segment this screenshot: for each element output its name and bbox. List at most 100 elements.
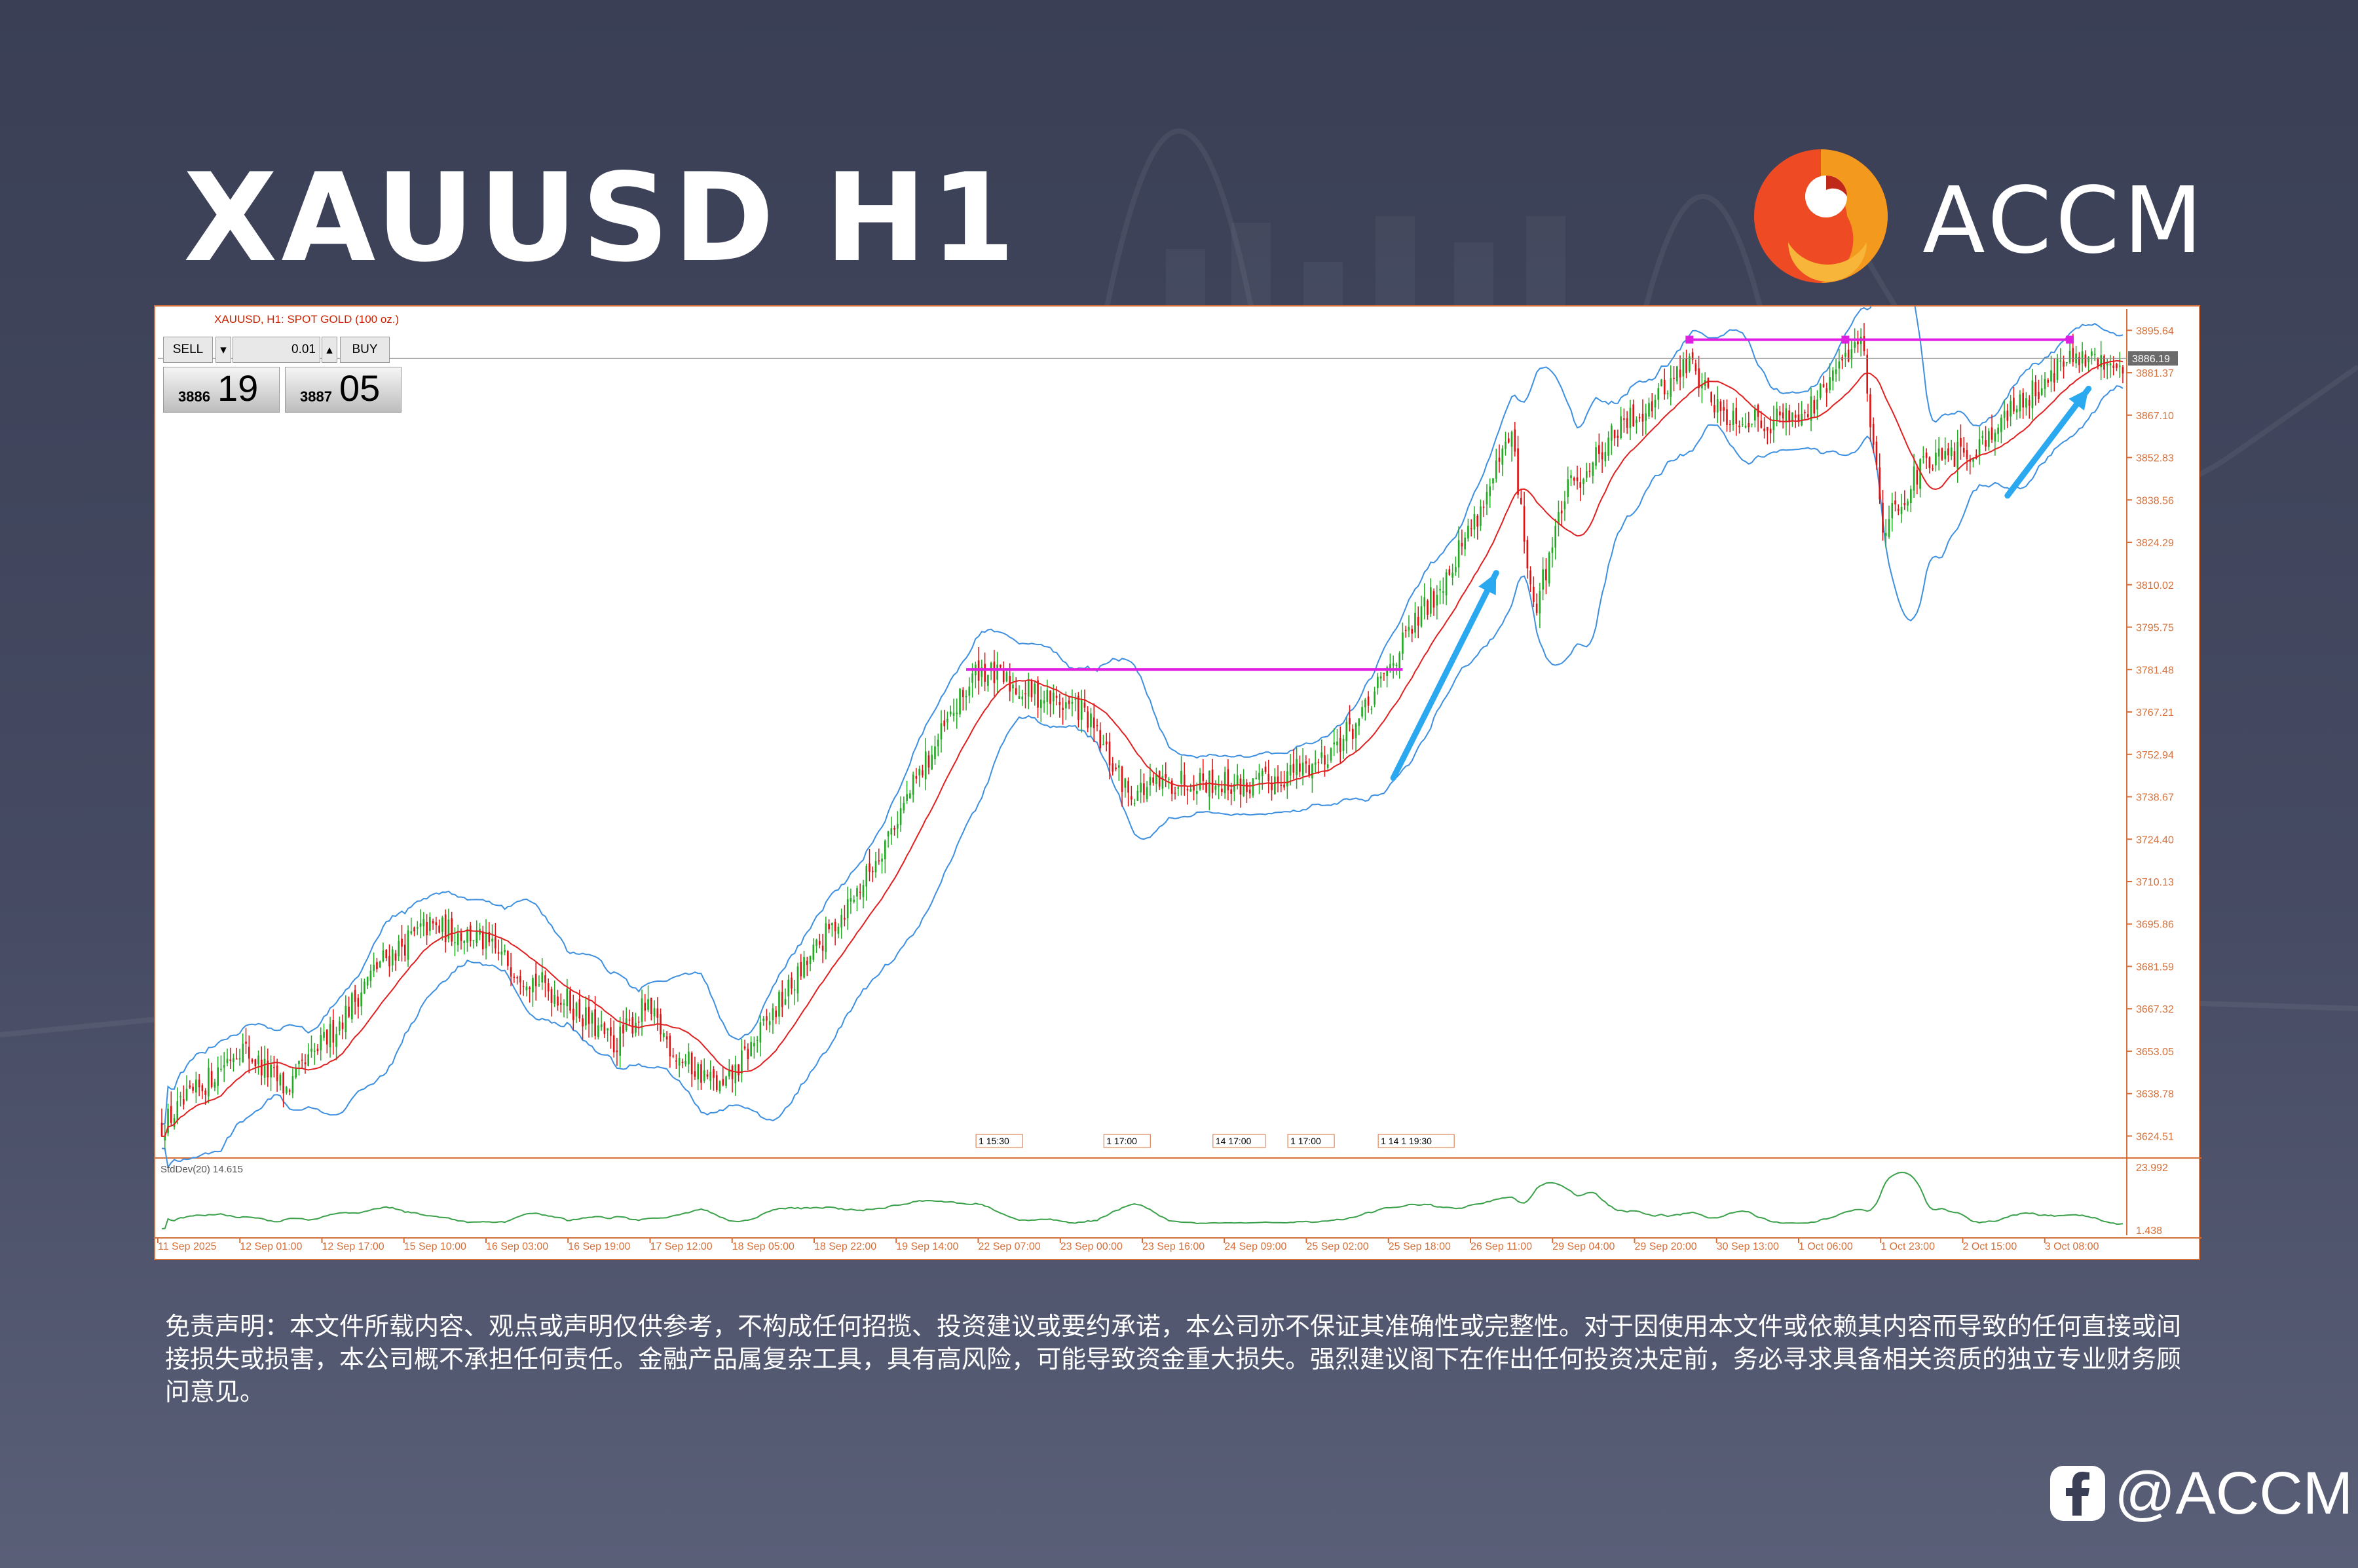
candle-body <box>1005 672 1008 682</box>
candle-body <box>1486 492 1488 505</box>
resistance-anchor <box>1685 335 1694 344</box>
candle-body <box>1514 429 1516 452</box>
candle-body <box>787 979 790 997</box>
candle-body <box>993 662 996 684</box>
x-tick-label: 1 Oct 06:00 <box>1799 1241 1853 1252</box>
candle-body <box>2091 351 2093 356</box>
candle-body <box>1623 418 1625 420</box>
candle-body <box>1844 352 1846 357</box>
candle-body <box>772 1008 774 1020</box>
accm-logo-icon <box>1754 149 1888 283</box>
candle-body <box>261 1060 263 1075</box>
candle-body <box>1398 653 1401 669</box>
candle-body <box>1131 796 1132 800</box>
candle-body <box>1829 377 1831 390</box>
candle-body <box>1673 377 1675 379</box>
candle-body <box>1797 414 1800 422</box>
candle-body <box>1174 793 1176 794</box>
candle-body <box>1311 764 1313 779</box>
candle-body <box>644 1003 646 1011</box>
candle-body <box>1429 587 1432 614</box>
candle-body <box>1794 415 1797 418</box>
candle-body <box>2019 394 2021 412</box>
lot-up-icon[interactable]: ▴ <box>322 337 337 363</box>
candle-body <box>1972 458 1974 462</box>
candle-body <box>1439 589 1441 591</box>
candle-body <box>1501 448 1504 465</box>
candle-body <box>1601 452 1603 460</box>
candle-body <box>738 1064 739 1075</box>
candle-body <box>709 1072 712 1081</box>
candle-body <box>1819 384 1822 398</box>
candle-body <box>457 933 459 946</box>
candle-body <box>360 992 362 1007</box>
candle-body <box>1638 417 1641 419</box>
candle-body <box>1404 629 1407 631</box>
candle-body <box>566 988 569 1007</box>
candle-body <box>1358 718 1360 726</box>
candle-body <box>934 746 936 760</box>
buy-price-button[interactable]: 3887 05 <box>285 367 402 413</box>
event-marker-box <box>1377 1134 1455 1148</box>
candle-body <box>2056 358 2059 381</box>
candle-body <box>1666 393 1669 394</box>
candle-body <box>1548 552 1550 584</box>
candle-body <box>669 1036 671 1056</box>
candle-body <box>2087 357 2089 362</box>
candle-body <box>2112 365 2115 368</box>
candle-body <box>192 1087 194 1091</box>
candle-body <box>1080 700 1083 720</box>
candle-body <box>557 996 559 1006</box>
x-tick-label: 23 Sep 16:00 <box>1142 1241 1205 1252</box>
y-tick-label: 3752.94 <box>2136 750 2174 761</box>
candle-body <box>619 1026 622 1056</box>
candle-body <box>1392 663 1394 666</box>
candle-body <box>267 1060 269 1078</box>
candle-body <box>189 1085 191 1088</box>
candle-body <box>1436 595 1438 606</box>
candle-body <box>572 1008 574 1020</box>
candle-body <box>251 1059 253 1062</box>
candle-body <box>407 930 409 960</box>
candle-body <box>1370 709 1373 710</box>
candle-body <box>1854 342 1856 348</box>
candle-body <box>569 990 571 1011</box>
social-handle[interactable]: @ACCM <box>2050 1460 2353 1527</box>
candle-body <box>984 663 986 682</box>
candle-body <box>2084 354 2087 367</box>
indicator-max-label: 23.992 <box>2136 1163 2168 1174</box>
candle-body <box>990 662 992 671</box>
candle-body <box>447 919 450 939</box>
candle-body <box>1944 451 1946 459</box>
candle-body <box>2072 348 2074 362</box>
candle-body <box>1420 606 1423 627</box>
candle-body <box>1283 784 1285 788</box>
candle-body <box>1698 368 1700 388</box>
sell-price-button[interactable]: 3886 19 <box>163 367 280 413</box>
candle-body <box>1776 408 1778 421</box>
candle-body <box>1841 357 1843 361</box>
x-tick-label: 1 Oct 23:00 <box>1881 1241 1935 1252</box>
bollinger-lower-band <box>161 385 2124 1169</box>
candle-body <box>1723 407 1725 411</box>
candle-body <box>1551 547 1554 553</box>
sell-button[interactable]: SELL <box>163 337 213 363</box>
candle-body <box>529 987 531 990</box>
candle-body <box>1726 409 1728 425</box>
candle-body <box>1230 789 1232 794</box>
candle-body <box>2116 364 2118 368</box>
lot-size-input[interactable]: 0.01 <box>233 337 320 363</box>
candle-body <box>547 983 550 992</box>
candle-body <box>713 1069 715 1078</box>
candle-body <box>295 1068 297 1078</box>
lot-dropdown-icon[interactable]: ▾ <box>215 337 231 363</box>
candle-body <box>379 961 381 968</box>
candle-body <box>1383 673 1385 674</box>
candle-body <box>254 1059 257 1066</box>
candle-body <box>1305 761 1307 764</box>
buy-button[interactable]: BUY <box>340 337 390 363</box>
candle-body <box>694 1071 696 1077</box>
candle-body <box>173 1118 176 1127</box>
candle-body <box>1015 688 1017 695</box>
candle-body <box>1087 711 1089 728</box>
